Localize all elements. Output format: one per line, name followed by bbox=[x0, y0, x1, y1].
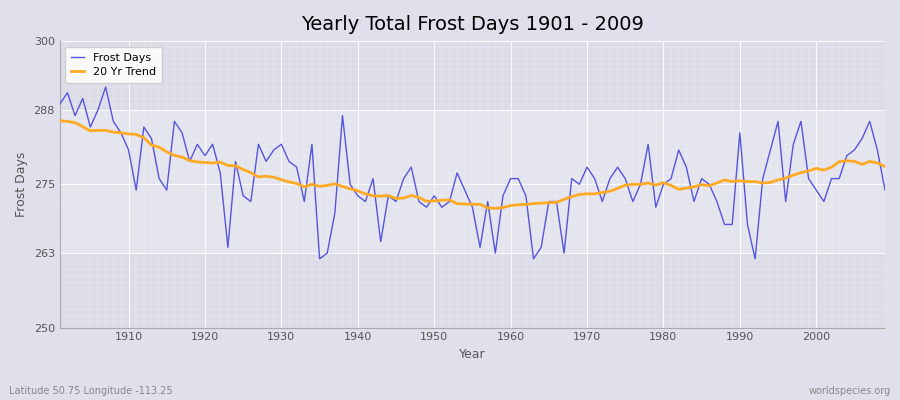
X-axis label: Year: Year bbox=[459, 348, 486, 361]
20 Yr Trend bbox=[115, 130, 126, 135]
20 Yr Trend bbox=[490, 206, 500, 211]
Frost Days bbox=[879, 188, 890, 192]
Frost Days bbox=[292, 165, 302, 170]
Title: Yearly Total Frost Days 1901 - 2009: Yearly Total Frost Days 1901 - 2009 bbox=[301, 15, 644, 34]
20 Yr Trend bbox=[605, 189, 616, 194]
Y-axis label: Frost Days: Frost Days bbox=[15, 152, 28, 217]
Frost Days bbox=[123, 148, 134, 152]
Frost Days bbox=[100, 84, 111, 89]
Line: 20 Yr Trend: 20 Yr Trend bbox=[59, 121, 885, 208]
20 Yr Trend bbox=[513, 202, 524, 207]
Frost Days bbox=[314, 256, 325, 261]
Legend: Frost Days, 20 Yr Trend: Frost Days, 20 Yr Trend bbox=[66, 47, 162, 83]
Bar bbox=[59, 253, 885, 328]
Bar bbox=[59, 41, 885, 110]
20 Yr Trend bbox=[329, 182, 340, 186]
Bar bbox=[59, 110, 885, 253]
Line: Frost Days: Frost Days bbox=[59, 87, 885, 259]
Frost Days bbox=[345, 182, 356, 187]
Text: worldspecies.org: worldspecies.org bbox=[809, 386, 891, 396]
Frost Days bbox=[54, 102, 65, 106]
20 Yr Trend bbox=[505, 203, 516, 208]
Frost Days bbox=[513, 176, 524, 181]
Text: Latitude 50.75 Longitude -113.25: Latitude 50.75 Longitude -113.25 bbox=[9, 386, 173, 396]
Frost Days bbox=[612, 165, 623, 170]
20 Yr Trend bbox=[54, 118, 65, 123]
20 Yr Trend bbox=[879, 164, 890, 169]
20 Yr Trend bbox=[284, 180, 294, 184]
Frost Days bbox=[520, 194, 531, 198]
